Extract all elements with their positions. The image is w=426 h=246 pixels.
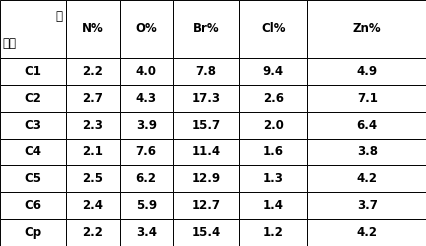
Text: 7.8: 7.8 [195,65,216,78]
Bar [119,165,173,192]
Text: 1.4: 1.4 [262,199,283,212]
Text: 11.4: 11.4 [191,145,220,158]
Bar [0,138,66,165]
Bar [119,219,173,246]
Bar [0,85,66,112]
Bar [239,0,307,58]
Text: 3.9: 3.9 [135,119,156,132]
Bar [119,112,173,138]
Text: C6: C6 [25,199,41,212]
Text: 5.9: 5.9 [135,199,156,212]
Text: O%: O% [135,22,157,35]
Bar [307,112,426,138]
Bar [173,0,239,58]
Text: 3.8: 3.8 [356,145,377,158]
Text: 6.2: 6.2 [135,172,156,185]
Bar [307,165,426,192]
Bar [239,112,307,138]
Text: C2: C2 [25,92,41,105]
Bar [173,138,239,165]
Bar [307,0,426,58]
Text: Zn%: Zn% [352,22,381,35]
Text: 7.1: 7.1 [356,92,377,105]
Text: 1.6: 1.6 [262,145,283,158]
Text: 12.7: 12.7 [191,199,220,212]
Bar [239,192,307,219]
Text: N%: N% [82,22,104,35]
Bar [307,85,426,112]
Bar [0,0,66,58]
Bar [173,112,239,138]
Text: 4.3: 4.3 [135,92,156,105]
Bar [239,58,307,85]
Text: 催: 催 [55,10,62,23]
Text: 2.6: 2.6 [262,92,283,105]
Text: 1.3: 1.3 [262,172,283,185]
Bar [239,219,307,246]
Bar [66,165,119,192]
Text: 17.3: 17.3 [191,92,220,105]
Text: Cp: Cp [24,226,42,239]
Text: 化剑: 化剑 [2,37,16,50]
Bar [307,58,426,85]
Text: 2.5: 2.5 [82,172,103,185]
Text: 4.0: 4.0 [135,65,156,78]
Bar [173,219,239,246]
Text: C5: C5 [25,172,41,185]
Bar [0,58,66,85]
Bar [307,192,426,219]
Text: C1: C1 [25,65,41,78]
Text: 4.9: 4.9 [356,65,377,78]
Bar [119,0,173,58]
Text: 15.7: 15.7 [191,119,220,132]
Text: 15.4: 15.4 [191,226,220,239]
Bar [66,192,119,219]
Bar [173,192,239,219]
Bar [239,138,307,165]
Text: 9.4: 9.4 [262,65,283,78]
Bar [0,192,66,219]
Bar [66,138,119,165]
Text: 12.9: 12.9 [191,172,220,185]
Bar [66,219,119,246]
Text: 7.6: 7.6 [135,145,156,158]
Bar [173,58,239,85]
Text: 2.3: 2.3 [82,119,103,132]
Bar [119,138,173,165]
Bar [307,138,426,165]
Text: Cl%: Cl% [260,22,285,35]
Bar [66,58,119,85]
Bar [119,192,173,219]
Text: 2.0: 2.0 [262,119,283,132]
Bar [119,58,173,85]
Bar [66,85,119,112]
Text: 2.7: 2.7 [82,92,103,105]
Text: 2.2: 2.2 [82,65,103,78]
Bar [0,219,66,246]
Text: C3: C3 [25,119,41,132]
Bar [0,165,66,192]
Text: 3.4: 3.4 [135,226,156,239]
Bar [66,112,119,138]
Bar [173,85,239,112]
Text: 6.4: 6.4 [356,119,377,132]
Text: 2.2: 2.2 [82,226,103,239]
Text: 4.2: 4.2 [356,172,377,185]
Text: 4.2: 4.2 [356,226,377,239]
Text: 1.2: 1.2 [262,226,283,239]
Text: 2.1: 2.1 [82,145,103,158]
Text: C4: C4 [25,145,41,158]
Text: Br%: Br% [192,22,219,35]
Text: 2.4: 2.4 [82,199,103,212]
Bar [66,0,119,58]
Bar [119,85,173,112]
Bar [0,112,66,138]
Bar [307,219,426,246]
Text: 3.7: 3.7 [356,199,377,212]
Bar [239,85,307,112]
Bar [239,165,307,192]
Bar [173,165,239,192]
